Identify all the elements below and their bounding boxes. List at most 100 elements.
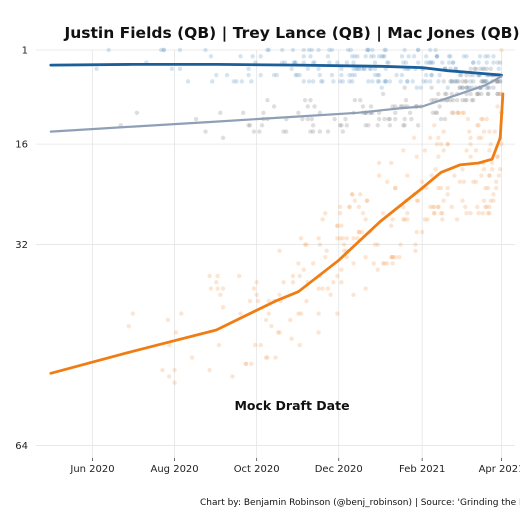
mock-pick-point — [325, 54, 331, 59]
mock-pick-point — [438, 116, 444, 122]
mock-pick-point — [275, 330, 281, 335]
mock-pick-point — [463, 98, 468, 103]
mock-pick-point — [429, 72, 434, 78]
mock-pick-point — [359, 66, 364, 72]
mock-pick-point — [380, 261, 386, 266]
mock-pick-point — [375, 242, 380, 247]
mock-pick-point — [352, 72, 358, 78]
mock-pick-point — [382, 116, 387, 122]
mock-pick-point — [448, 79, 453, 84]
mock-pick-point — [339, 66, 344, 72]
mock-pick-point — [177, 47, 183, 53]
mock-pick-point — [345, 47, 351, 53]
mock-pick-point — [497, 91, 503, 97]
mock-pick-point — [254, 280, 259, 285]
mock-pick-point — [343, 116, 348, 122]
y-tick-label: 64 — [15, 441, 28, 452]
mock-pick-point — [487, 173, 492, 178]
mock-pick-point — [429, 173, 434, 178]
chart-title: Justin Fields (QB) | Trey Lance (QB) | M… — [63, 24, 519, 43]
mock-pick-point — [405, 173, 410, 178]
mock-pick-point — [253, 342, 258, 348]
mock-pick-point — [337, 79, 343, 84]
mock-pick-point — [410, 79, 415, 84]
mock-pick-point — [448, 54, 453, 59]
mock-pick-point — [493, 185, 499, 191]
mock-pick-point — [479, 135, 484, 141]
mock-pick-point — [332, 116, 337, 122]
mock-pick-point — [203, 47, 208, 53]
mock-pick-point — [298, 311, 304, 316]
mock-pick-point — [414, 229, 419, 235]
mock-pick-point — [440, 60, 445, 65]
mock-pick-point — [471, 79, 476, 84]
mock-pick-point — [292, 60, 297, 65]
mock-pick-point — [433, 47, 438, 53]
mock-pick-point — [382, 47, 387, 53]
mock-pick-point — [220, 305, 226, 310]
mock-pick-point — [456, 79, 461, 84]
mock-pick-point — [208, 286, 214, 291]
mock-pick-point — [352, 198, 358, 203]
mock-pick-point — [364, 198, 370, 203]
mock-pick-point — [491, 54, 496, 59]
mock-pick-point — [423, 60, 429, 65]
mock-pick-point — [302, 98, 308, 103]
mock-pick-point — [473, 179, 479, 185]
mock-pick-point — [169, 66, 175, 72]
mock-pick-point — [251, 286, 257, 291]
mock-pick-point — [265, 355, 270, 360]
mock-pick-point — [432, 211, 437, 216]
mock-pick-point — [331, 79, 336, 84]
mock-pick-point — [445, 85, 450, 90]
mock-pick-point — [390, 217, 395, 222]
mock-pick-point — [126, 323, 132, 329]
mock-pick-point — [316, 66, 321, 72]
x-tick-label: Oct 2020 — [234, 464, 280, 475]
mock-pick-point — [281, 280, 286, 285]
mock-pick-point — [499, 141, 504, 147]
mock-pick-point — [356, 66, 362, 72]
mock-pick-point — [362, 66, 367, 72]
mock-pick-point — [325, 286, 331, 291]
mock-pick-point — [216, 342, 222, 348]
mock-pick-point — [371, 261, 376, 266]
mock-pick-point — [389, 160, 394, 166]
mock-pick-point — [471, 98, 476, 103]
mock-pick-point — [165, 317, 171, 323]
mock-pick-point — [489, 167, 495, 172]
y-tick-label: 16 — [15, 140, 28, 151]
mock-pick-point — [418, 85, 424, 90]
mock-pick-point — [475, 204, 480, 210]
mock-pick-point — [429, 98, 434, 103]
mock-pick-point — [284, 129, 289, 134]
mock-pick-point — [161, 47, 167, 53]
mock-pick-point — [277, 292, 282, 297]
mock-pick-point — [376, 160, 382, 166]
mock-pick-point — [304, 242, 309, 247]
mock-pick-point — [480, 116, 485, 122]
mock-pick-point — [477, 54, 483, 59]
mock-pick-point — [415, 47, 421, 53]
mock-pick-point — [452, 173, 457, 178]
mock-pick-point — [449, 204, 454, 210]
mock-pick-point — [495, 104, 500, 109]
mock-pick-point — [167, 342, 172, 348]
mock-pick-point — [379, 54, 384, 59]
mock-pick-point — [249, 361, 254, 367]
mock-pick-point — [390, 254, 395, 260]
mock-pick-point — [492, 129, 498, 134]
mock-pick-point — [328, 292, 333, 297]
mock-pick-point — [411, 54, 417, 59]
mock-pick-point — [387, 123, 393, 128]
mock-pick-point — [312, 104, 317, 109]
mock-pick-point — [335, 60, 340, 65]
mock-pick-point — [471, 60, 476, 65]
mock-pick-point — [491, 60, 496, 65]
mock-pick-point — [310, 79, 316, 84]
mock-pick-point — [368, 66, 374, 72]
mock-pick-point — [475, 91, 480, 97]
mock-pick-point — [289, 336, 294, 341]
mock-pick-point — [481, 66, 487, 72]
